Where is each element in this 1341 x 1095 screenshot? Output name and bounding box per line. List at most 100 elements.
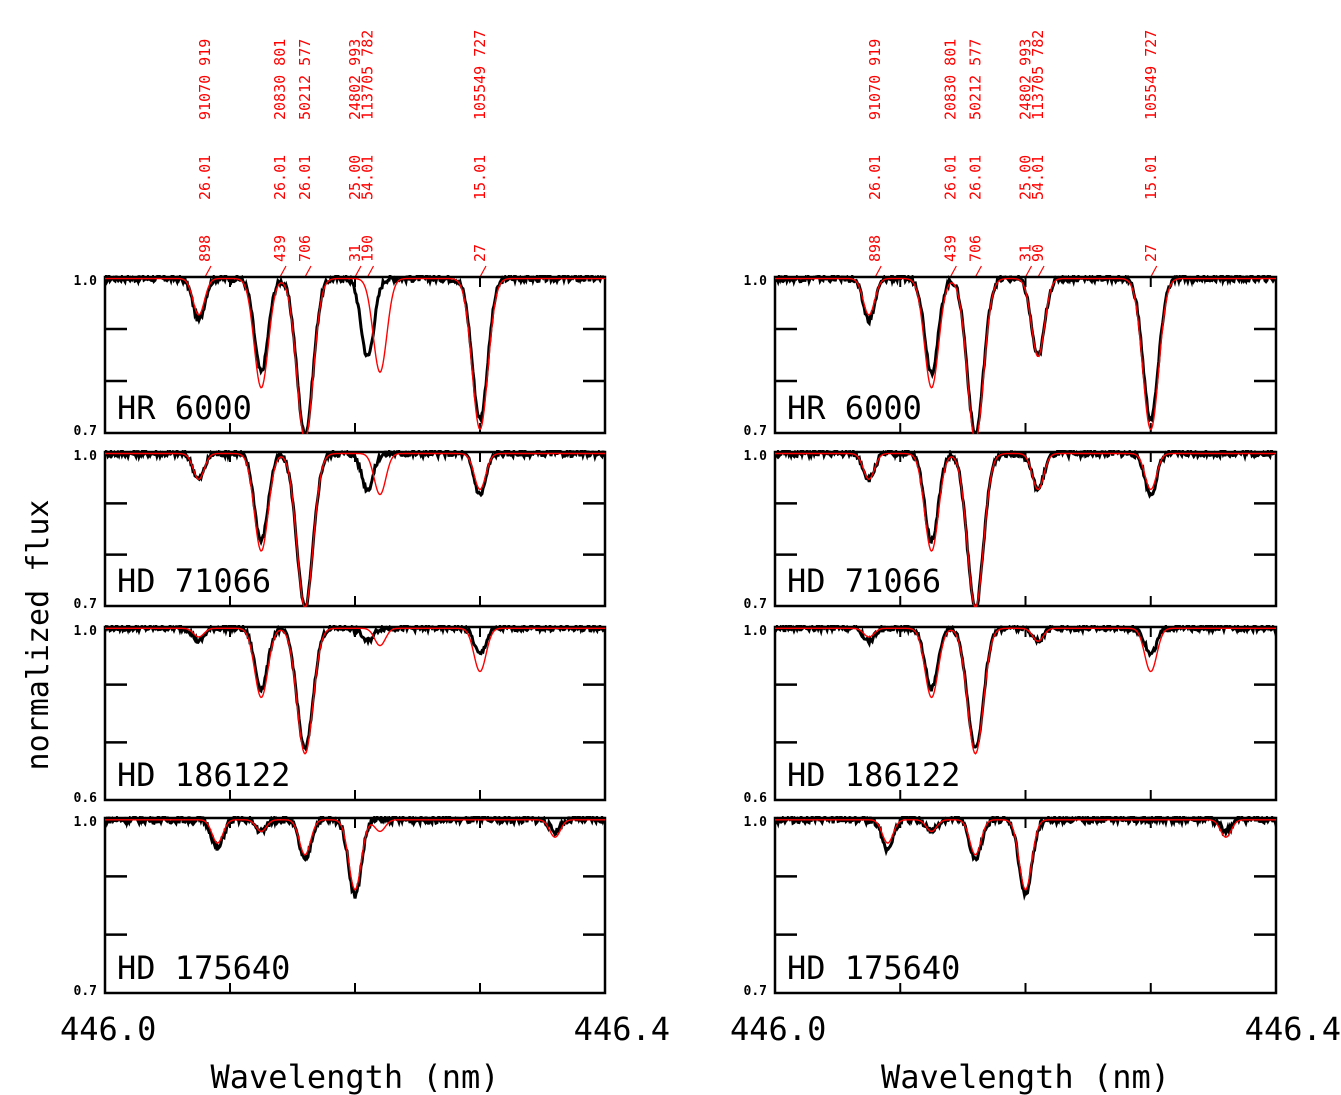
y-tick-label-top: 1.0 [74,815,98,830]
y-tick-label-bottom: 0.6 [744,791,768,806]
y-tick-label-top: 1.0 [74,449,98,464]
star-label: HD 71066 [787,562,941,600]
y-tick-label-bottom: 0.7 [74,984,97,999]
spectrum-observed [775,816,1276,901]
y-tick-label-bottom: 0.7 [744,597,767,612]
line-id-5-field-1: 15.01 [471,155,489,200]
line-id-3-field-0: 31 [1017,244,1035,262]
star-label: HD 186122 [787,756,960,794]
line-id-3-field-2: 24802 993 [1017,39,1035,120]
panel-1: 1.0 0.7 HD 71066 [744,449,1278,612]
line-id-0-field-0: 898 [196,235,214,262]
line-id-2-field-2: 50212 577 [966,39,984,120]
line-id-1-field-2: 20830 801 [941,39,959,120]
line-id-5-field-2: 105549 727 [471,30,489,120]
line-id-5-field-2: 105549 727 [1142,30,1160,120]
line-id-4-field-2: 113705 782 [359,30,377,120]
y-tick-label-bottom: 0.7 [74,424,97,439]
line-id-1-field-0: 439 [941,235,959,262]
spectrum-synthetic [105,627,605,755]
line-id-1-field-1: 26.01 [271,155,289,200]
line-id-5-leader [1150,265,1158,278]
panel-3: 1.0 0.7 HD 175640 [744,815,1278,999]
line-id-3-leader [354,265,362,278]
line-id-0-field-1: 26.01 [196,155,214,200]
x-axis-label: Wavelength (nm) [881,1058,1170,1095]
line-id-5-field-0: 27 [471,244,489,262]
line-id-3-field-1: 25.00 [346,155,364,200]
line-id-3-field-1: 25.00 [1017,155,1035,200]
y-tick-label-bottom: 0.6 [74,791,98,806]
star-label: HR 6000 [117,389,252,427]
x-tick-label-start: 446.0 [730,1010,826,1048]
panel-2: 1.0 0.6 HD 186122 [74,624,607,806]
line-id-4-field-2: 113705 782 [1029,30,1047,120]
line-id-4-leader [366,265,375,278]
panel-0: 1.0 0.7 HR 6000 [744,274,1278,439]
line-id-0-field-2: 91070 919 [196,39,214,120]
line-id-2-field-2: 50212 577 [296,39,314,120]
spectrum-synthetic [775,819,1276,891]
line-id-1-leader [279,265,287,278]
line-id-4-field-0: 190 [359,235,377,262]
line-id-5-field-0: 27 [1142,244,1160,262]
x-tick-label-start: 446.0 [60,1010,156,1048]
line-id-2-field-1: 26.01 [296,155,314,200]
left-column: 898 26.01 91070 919 439 26.01 20830 801 706 26.… [60,30,670,1095]
line-id-4-field-1: 54.01 [359,155,377,200]
y-tick-label-top: 1.0 [744,449,768,464]
line-id-0-field-2: 91070 919 [866,39,884,120]
line-id-3-field-0: 31 [346,244,364,262]
panel-0: 1.0 0.7 HR 6000 [74,274,607,439]
star-label: HD 71066 [117,562,271,600]
y-tick-label-bottom: 0.7 [74,597,97,612]
line-id-2-field-1: 26.01 [966,155,984,200]
y-tick-label-top: 1.0 [744,274,768,289]
panel-3: 1.0 0.7 HD 175640 [74,815,607,999]
right-column: 898 26.01 91070 919 439 26.01 20830 801 706 26.… [730,30,1341,1095]
line-id-2-leader [974,265,982,278]
line-id-5-field-1: 15.01 [1142,155,1160,200]
line-id-0-leader [874,265,882,278]
line-id-3-leader [1024,265,1033,278]
line-id-1-field-0: 439 [271,235,289,262]
x-tick-label-end: 446.4 [1245,1010,1341,1048]
star-label: HR 6000 [787,389,922,427]
spectrum-observed [105,816,605,899]
line-id-4-field-0: 90 [1029,244,1047,262]
line-id-5-leader [479,265,487,278]
line-id-0-leader [204,265,212,278]
spectrum-observed [775,625,1276,749]
y-tick-label-top: 1.0 [744,624,768,639]
star-label: HD 175640 [787,949,960,987]
spectrum-synthetic [105,819,605,891]
y-tick-label-bottom: 0.7 [744,984,767,999]
star-label: HD 175640 [117,949,290,987]
spectrum-observed [105,275,605,434]
line-id-4-field-1: 54.01 [1029,155,1047,200]
spectrum-synthetic [775,627,1276,755]
y-tick-label-top: 1.0 [74,624,98,639]
y-tick-label-top: 1.0 [74,274,98,289]
y-tick-label-top: 1.0 [744,815,768,830]
line-id-0-field-1: 26.01 [866,155,884,200]
line-id-2-field-0: 706 [966,235,984,262]
spectrum-observed [105,450,605,607]
line-id-3-field-2: 24802 993 [346,39,364,120]
spectrum-synthetic [775,452,1276,607]
x-tick-label-end: 446.4 [574,1010,670,1048]
y-tick-label-bottom: 0.7 [744,424,767,439]
star-label: HD 186122 [117,756,290,794]
spectrum-observed [105,625,605,753]
panel-2: 1.0 0.6 HD 186122 [744,624,1278,806]
line-id-1-field-2: 20830 801 [271,39,289,120]
spectrum-synthetic [105,452,605,607]
x-axis-label: Wavelength (nm) [211,1058,500,1095]
spectrum-synthetic [775,277,1276,434]
panel-1: 1.0 0.7 HD 71066 [74,449,607,612]
line-id-0-field-0: 898 [866,235,884,262]
y-axis-label: normalized flux [21,500,56,771]
line-id-1-field-1: 26.01 [941,155,959,200]
spectrum-synthetic [105,277,605,434]
